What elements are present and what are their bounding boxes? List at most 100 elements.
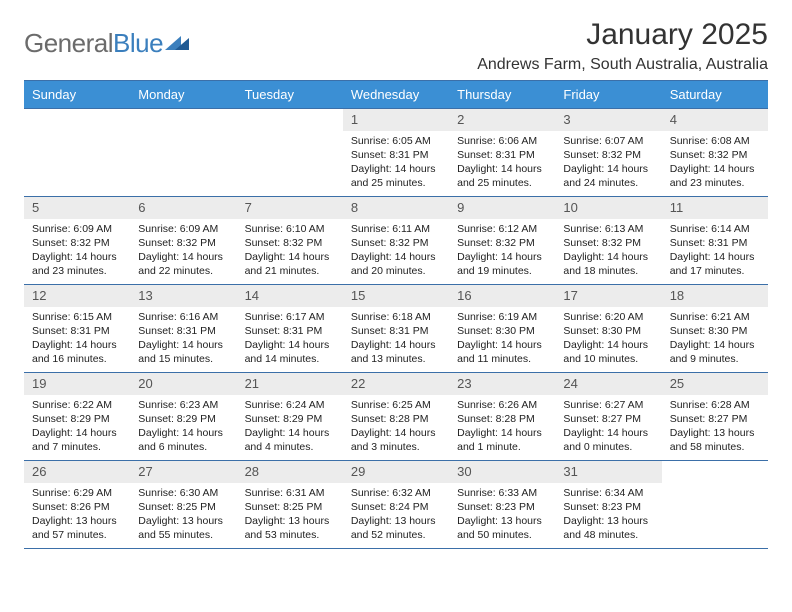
- daylight-text: Daylight: 14 hours and 0 minutes.: [563, 426, 653, 454]
- logo-word-blue: Blue: [113, 28, 163, 58]
- daylight-text: Daylight: 14 hours and 23 minutes.: [670, 162, 760, 190]
- sunset-text: Sunset: 8:23 PM: [563, 500, 653, 514]
- sunrise-text: Sunrise: 6:34 AM: [563, 486, 653, 500]
- calendar-day-cell: 14Sunrise: 6:17 AMSunset: 8:31 PMDayligh…: [237, 285, 343, 373]
- sunrise-text: Sunrise: 6:06 AM: [457, 134, 547, 148]
- day-number: 16: [449, 285, 555, 307]
- daylight-text: Daylight: 14 hours and 25 minutes.: [351, 162, 441, 190]
- calendar-day-cell: 10Sunrise: 6:13 AMSunset: 8:32 PMDayligh…: [555, 197, 661, 285]
- day-info: Sunrise: 6:09 AMSunset: 8:32 PMDaylight:…: [24, 219, 130, 283]
- sunrise-text: Sunrise: 6:09 AM: [138, 222, 228, 236]
- calendar-day-cell: 5Sunrise: 6:09 AMSunset: 8:32 PMDaylight…: [24, 197, 130, 285]
- daylight-text: Daylight: 14 hours and 3 minutes.: [351, 426, 441, 454]
- calendar-day-cell: 21Sunrise: 6:24 AMSunset: 8:29 PMDayligh…: [237, 373, 343, 461]
- sunset-text: Sunset: 8:29 PM: [32, 412, 122, 426]
- calendar-day-cell: 2Sunrise: 6:06 AMSunset: 8:31 PMDaylight…: [449, 109, 555, 197]
- day-info: Sunrise: 6:21 AMSunset: 8:30 PMDaylight:…: [662, 307, 768, 371]
- daylight-text: Daylight: 14 hours and 10 minutes.: [563, 338, 653, 366]
- calendar-day-cell: [662, 461, 768, 549]
- daylight-text: Daylight: 14 hours and 24 minutes.: [563, 162, 653, 190]
- sunrise-text: Sunrise: 6:08 AM: [670, 134, 760, 148]
- day-info: Sunrise: 6:14 AMSunset: 8:31 PMDaylight:…: [662, 219, 768, 283]
- sunset-text: Sunset: 8:31 PM: [457, 148, 547, 162]
- day-number: 9: [449, 197, 555, 219]
- sunrise-text: Sunrise: 6:30 AM: [138, 486, 228, 500]
- day-info: Sunrise: 6:25 AMSunset: 8:28 PMDaylight:…: [343, 395, 449, 459]
- day-number: 26: [24, 461, 130, 483]
- sunrise-text: Sunrise: 6:17 AM: [245, 310, 335, 324]
- sunset-text: Sunset: 8:32 PM: [32, 236, 122, 250]
- day-info: Sunrise: 6:31 AMSunset: 8:25 PMDaylight:…: [237, 483, 343, 547]
- day-number: 27: [130, 461, 236, 483]
- day-number: 23: [449, 373, 555, 395]
- calendar-day-cell: 6Sunrise: 6:09 AMSunset: 8:32 PMDaylight…: [130, 197, 236, 285]
- sunset-text: Sunset: 8:27 PM: [670, 412, 760, 426]
- day-number: 8: [343, 197, 449, 219]
- calendar-week-row: 26Sunrise: 6:29 AMSunset: 8:26 PMDayligh…: [24, 461, 768, 549]
- calendar-body: 1Sunrise: 6:05 AMSunset: 8:31 PMDaylight…: [24, 109, 768, 549]
- daylight-text: Daylight: 13 hours and 52 minutes.: [351, 514, 441, 542]
- sunrise-text: Sunrise: 6:19 AM: [457, 310, 547, 324]
- calendar-day-cell: [24, 109, 130, 197]
- sunset-text: Sunset: 8:23 PM: [457, 500, 547, 514]
- logo-triangle-icon: [165, 34, 193, 54]
- day-number: 4: [662, 109, 768, 131]
- day-info: Sunrise: 6:19 AMSunset: 8:30 PMDaylight:…: [449, 307, 555, 371]
- daylight-text: Daylight: 14 hours and 16 minutes.: [32, 338, 122, 366]
- daylight-text: Daylight: 13 hours and 53 minutes.: [245, 514, 335, 542]
- day-info: Sunrise: 6:06 AMSunset: 8:31 PMDaylight:…: [449, 131, 555, 195]
- weekday-friday: Friday: [555, 81, 661, 109]
- day-info: Sunrise: 6:08 AMSunset: 8:32 PMDaylight:…: [662, 131, 768, 195]
- sunset-text: Sunset: 8:28 PM: [457, 412, 547, 426]
- calendar-day-cell: 27Sunrise: 6:30 AMSunset: 8:25 PMDayligh…: [130, 461, 236, 549]
- calendar-day-cell: 1Sunrise: 6:05 AMSunset: 8:31 PMDaylight…: [343, 109, 449, 197]
- day-number: 24: [555, 373, 661, 395]
- day-number: 28: [237, 461, 343, 483]
- calendar-day-cell: 29Sunrise: 6:32 AMSunset: 8:24 PMDayligh…: [343, 461, 449, 549]
- weekday-saturday: Saturday: [662, 81, 768, 109]
- sunrise-text: Sunrise: 6:13 AM: [563, 222, 653, 236]
- calendar-day-cell: 20Sunrise: 6:23 AMSunset: 8:29 PMDayligh…: [130, 373, 236, 461]
- sunset-text: Sunset: 8:25 PM: [138, 500, 228, 514]
- sunrise-text: Sunrise: 6:28 AM: [670, 398, 760, 412]
- sunrise-text: Sunrise: 6:27 AM: [563, 398, 653, 412]
- day-info: Sunrise: 6:27 AMSunset: 8:27 PMDaylight:…: [555, 395, 661, 459]
- day-info: Sunrise: 6:28 AMSunset: 8:27 PMDaylight:…: [662, 395, 768, 459]
- sunset-text: Sunset: 8:26 PM: [32, 500, 122, 514]
- day-number-empty: [24, 109, 130, 131]
- daylight-text: Daylight: 14 hours and 18 minutes.: [563, 250, 653, 278]
- day-info: Sunrise: 6:16 AMSunset: 8:31 PMDaylight:…: [130, 307, 236, 371]
- day-info: Sunrise: 6:12 AMSunset: 8:32 PMDaylight:…: [449, 219, 555, 283]
- day-number: 2: [449, 109, 555, 131]
- weekday-sunday: Sunday: [24, 81, 130, 109]
- daylight-text: Daylight: 14 hours and 22 minutes.: [138, 250, 228, 278]
- day-info: Sunrise: 6:32 AMSunset: 8:24 PMDaylight:…: [343, 483, 449, 547]
- daylight-text: Daylight: 13 hours and 50 minutes.: [457, 514, 547, 542]
- sunset-text: Sunset: 8:32 PM: [457, 236, 547, 250]
- calendar-day-cell: 17Sunrise: 6:20 AMSunset: 8:30 PMDayligh…: [555, 285, 661, 373]
- day-number: 15: [343, 285, 449, 307]
- sunrise-text: Sunrise: 6:16 AM: [138, 310, 228, 324]
- calendar-day-cell: 13Sunrise: 6:16 AMSunset: 8:31 PMDayligh…: [130, 285, 236, 373]
- day-number: 10: [555, 197, 661, 219]
- weekday-wednesday: Wednesday: [343, 81, 449, 109]
- sunset-text: Sunset: 8:28 PM: [351, 412, 441, 426]
- day-number-empty: [237, 109, 343, 131]
- calendar-day-cell: 30Sunrise: 6:33 AMSunset: 8:23 PMDayligh…: [449, 461, 555, 549]
- sunrise-text: Sunrise: 6:05 AM: [351, 134, 441, 148]
- day-number: 29: [343, 461, 449, 483]
- sunset-text: Sunset: 8:32 PM: [563, 236, 653, 250]
- header: GeneralBlue January 2025 Andrews Farm, S…: [24, 18, 768, 74]
- sunset-text: Sunset: 8:31 PM: [351, 324, 441, 338]
- daylight-text: Daylight: 14 hours and 13 minutes.: [351, 338, 441, 366]
- calendar-day-cell: 16Sunrise: 6:19 AMSunset: 8:30 PMDayligh…: [449, 285, 555, 373]
- calendar-day-cell: 18Sunrise: 6:21 AMSunset: 8:30 PMDayligh…: [662, 285, 768, 373]
- day-info: Sunrise: 6:17 AMSunset: 8:31 PMDaylight:…: [237, 307, 343, 371]
- sunset-text: Sunset: 8:32 PM: [670, 148, 760, 162]
- sunset-text: Sunset: 8:30 PM: [670, 324, 760, 338]
- sunset-text: Sunset: 8:32 PM: [245, 236, 335, 250]
- day-info: Sunrise: 6:13 AMSunset: 8:32 PMDaylight:…: [555, 219, 661, 283]
- day-info: Sunrise: 6:29 AMSunset: 8:26 PMDaylight:…: [24, 483, 130, 547]
- sunrise-text: Sunrise: 6:14 AM: [670, 222, 760, 236]
- daylight-text: Daylight: 14 hours and 17 minutes.: [670, 250, 760, 278]
